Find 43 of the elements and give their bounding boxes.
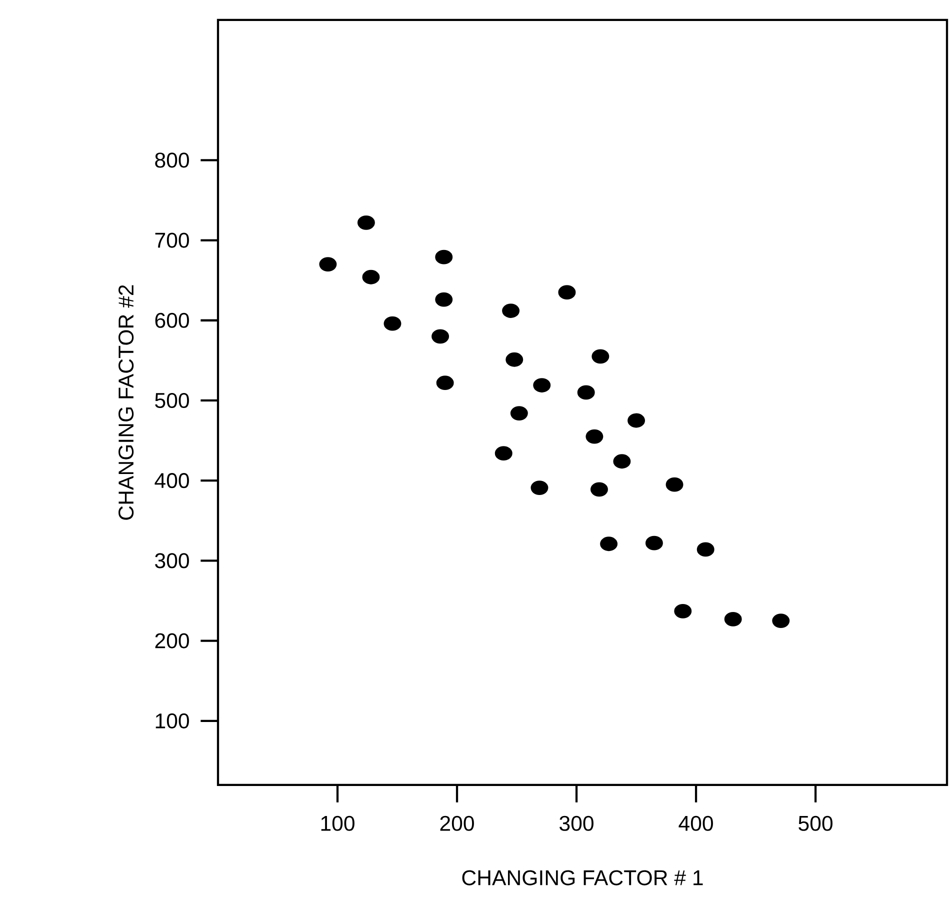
point bbox=[506, 352, 524, 367]
point bbox=[586, 429, 604, 444]
point bbox=[724, 612, 742, 626]
y-tick-label: 600 bbox=[155, 312, 189, 328]
point bbox=[494, 446, 512, 461]
point bbox=[502, 304, 520, 318]
x-tick-label: 500 bbox=[798, 816, 832, 831]
point bbox=[357, 215, 375, 230]
point bbox=[362, 270, 380, 284]
y-tick-label: 500 bbox=[155, 392, 189, 408]
point bbox=[613, 454, 631, 469]
point bbox=[319, 257, 337, 272]
x-axis-title: CHANGING FACTOR # 1 bbox=[462, 870, 703, 886]
y-tick-label: 200 bbox=[155, 633, 189, 648]
point bbox=[600, 536, 618, 552]
point bbox=[590, 482, 608, 497]
point bbox=[772, 614, 790, 628]
point bbox=[674, 604, 692, 618]
y-axis-title: CHANGING FACTOR #2 bbox=[118, 285, 134, 520]
x-tick-label: 300 bbox=[560, 816, 594, 831]
x-tick-label: 200 bbox=[440, 816, 474, 831]
point bbox=[628, 413, 646, 428]
point bbox=[533, 378, 551, 392]
point bbox=[530, 480, 548, 495]
point bbox=[592, 349, 610, 364]
point bbox=[577, 385, 595, 400]
y-tick-label: 100 bbox=[156, 713, 189, 728]
point bbox=[435, 292, 453, 307]
x-tick-label: 400 bbox=[678, 816, 713, 831]
y-tick-label: 400 bbox=[154, 473, 189, 488]
point bbox=[558, 285, 576, 300]
y-tick-label: 700 bbox=[155, 232, 189, 248]
x-tick-label: 100 bbox=[321, 816, 354, 831]
point bbox=[432, 329, 450, 344]
point bbox=[435, 250, 453, 264]
point bbox=[510, 406, 528, 420]
point bbox=[666, 477, 684, 492]
point bbox=[645, 536, 663, 550]
y-tick-label: 300 bbox=[155, 553, 189, 568]
point bbox=[696, 542, 714, 557]
point bbox=[436, 376, 454, 390]
y-tick-label: 800 bbox=[155, 152, 189, 168]
point bbox=[384, 316, 402, 331]
